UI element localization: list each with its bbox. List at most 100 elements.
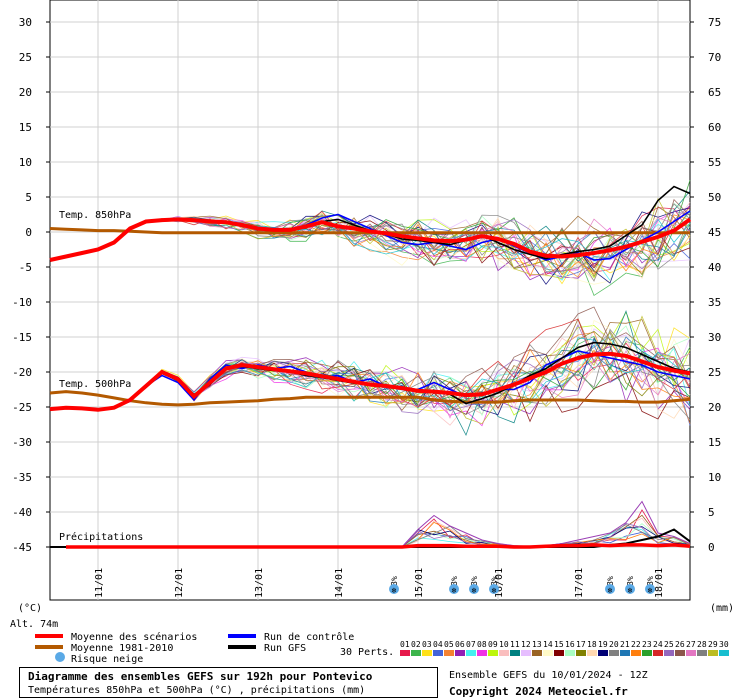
member-number-label: 29: [708, 640, 718, 649]
precip-section-label: Précipitations: [59, 531, 143, 543]
member-color-swatch: [719, 650, 729, 656]
climate-500-line: [49, 390, 691, 407]
member-color-swatch: [554, 650, 564, 656]
member-number-label: 03: [422, 640, 432, 649]
member-number-label: 08: [477, 640, 487, 649]
title-box: Diagramme des ensembles GEFS sur 192h po…: [19, 667, 438, 698]
left-tick-label: 20: [19, 86, 32, 99]
left-tick-label: 30: [19, 16, 32, 29]
member-number-label: 26: [675, 640, 685, 649]
member-number-label: 15: [554, 640, 564, 649]
chart-labels: (°C) (mm) Alt. 74m Temp. 850hPa Temp. 500hPa…: [10, 210, 734, 630]
date-label: 14/01: [334, 568, 345, 598]
member-number-label: 09: [488, 640, 498, 649]
left-tick-label: -40: [12, 506, 32, 519]
left-tick-label: 25: [19, 51, 32, 64]
legend-mean-label: Moyenne des scénarios: [71, 631, 197, 643]
snowflake-glyph: ❄: [628, 586, 633, 595]
t500-section-label: Temp. 500hPa: [59, 379, 131, 390]
snowflake-icon: [625, 584, 635, 594]
member-color-swatch: [565, 650, 575, 656]
member-color-swatch: [411, 650, 421, 656]
legend-climate-label: Moyenne 1981-2010: [71, 643, 173, 654]
member-color-swatch: [631, 650, 641, 656]
member-color-swatch: [664, 650, 674, 656]
perts-label: 30 Perts.: [340, 647, 394, 658]
member-number-label: 19: [598, 640, 608, 649]
mean-850-line: [49, 217, 692, 262]
right-tick-label: 10: [708, 471, 721, 484]
member-color-swatch: [653, 650, 663, 656]
snowflake-icon: [55, 652, 65, 662]
right-tick-label: 20: [708, 401, 721, 414]
snowflake-glyph: ❄: [492, 586, 497, 595]
right-unit-label: (mm): [710, 603, 734, 614]
snowflake-icon: [449, 584, 459, 594]
snowflake-icon: [389, 584, 399, 594]
member-number-label: 23: [642, 640, 652, 649]
plot-frame: [49, 0, 691, 601]
member-color-swatch: [466, 650, 476, 656]
member-color-swatch: [400, 650, 410, 656]
member-color-swatch: [686, 650, 696, 656]
left-tick-label: -25: [12, 401, 32, 414]
mean-500-line: [49, 351, 691, 412]
chart-axes: 302520151050-5-10-15-20-25-30-35-40-4575…: [12, 16, 721, 598]
chart-grid: [49, 0, 691, 601]
member-color-swatch: [532, 650, 542, 656]
right-tick-label: 70: [708, 51, 721, 64]
right-tick-label: 0: [708, 541, 715, 554]
member-number-label: 22: [631, 640, 641, 649]
right-tick-label: 30: [708, 331, 721, 344]
right-tick-label: 35: [708, 296, 721, 309]
member-number-label: 13: [532, 640, 542, 649]
snowflake-glyph: ❄: [392, 586, 397, 595]
snow-risk-label: 3%: [450, 576, 459, 586]
member-color-swatch: [620, 650, 630, 656]
member-color-swatch: [488, 650, 498, 656]
legend-snow-risk-label: Risque neige: [71, 654, 143, 665]
right-tick-label: 50: [708, 191, 721, 204]
left-tick-label: -5: [19, 261, 32, 274]
member-number-label: 20: [609, 640, 619, 649]
member-color-swatch: [521, 650, 531, 656]
right-tick-label: 60: [708, 121, 721, 134]
left-tick-label: -30: [12, 436, 32, 449]
main-series: [49, 185, 692, 549]
left-tick-label: -35: [12, 471, 32, 484]
snowflake-icon: [605, 584, 615, 594]
member-number-label: 27: [686, 640, 696, 649]
run-info: Ensemble GEFS du 10/01/2024 - 12Z: [449, 670, 648, 681]
snow-risk-label: 3%: [646, 576, 655, 586]
left-tick-label: -20: [12, 366, 32, 379]
member-number-label: 21: [620, 640, 630, 649]
t850-section-label: Temp. 850hPa: [59, 210, 131, 221]
right-tick-label: 75: [708, 16, 721, 29]
member-number-label: 07: [466, 640, 476, 649]
date-label: 15/01: [414, 568, 425, 598]
right-tick-label: 5: [708, 506, 715, 519]
date-label: 18/01: [654, 568, 665, 598]
member-color-swatch: [477, 650, 487, 656]
left-tick-label: -10: [12, 296, 32, 309]
copyright: Copyright 2024 Meteociel.fr: [449, 685, 628, 698]
altitude-label: Alt. 74m: [10, 619, 58, 630]
snow-risk-label: 3%: [470, 576, 479, 586]
snowflake-glyph: ❄: [608, 586, 613, 595]
member-number-label: 16: [565, 640, 575, 649]
member-number-label: 18: [587, 640, 597, 649]
snow-risk-label: 3%: [606, 576, 615, 586]
legend-control-label: Run de contrôle: [264, 631, 354, 643]
member-number-label: 14: [543, 640, 553, 649]
precip-mean-line: [66, 543, 691, 549]
member-color-swatch: [433, 650, 443, 656]
chart-title: Diagramme des ensembles GEFS sur 192h po…: [28, 670, 373, 683]
member-color-swatch: [642, 650, 652, 656]
member-color-swatch: [609, 650, 619, 656]
member-color-swatch: [708, 650, 718, 656]
member-color-swatch: [510, 650, 520, 656]
snowflake-glyph: ❄: [472, 586, 477, 595]
right-tick-label: 65: [708, 86, 721, 99]
left-tick-label: 10: [19, 156, 32, 169]
right-tick-label: 15: [708, 436, 721, 449]
